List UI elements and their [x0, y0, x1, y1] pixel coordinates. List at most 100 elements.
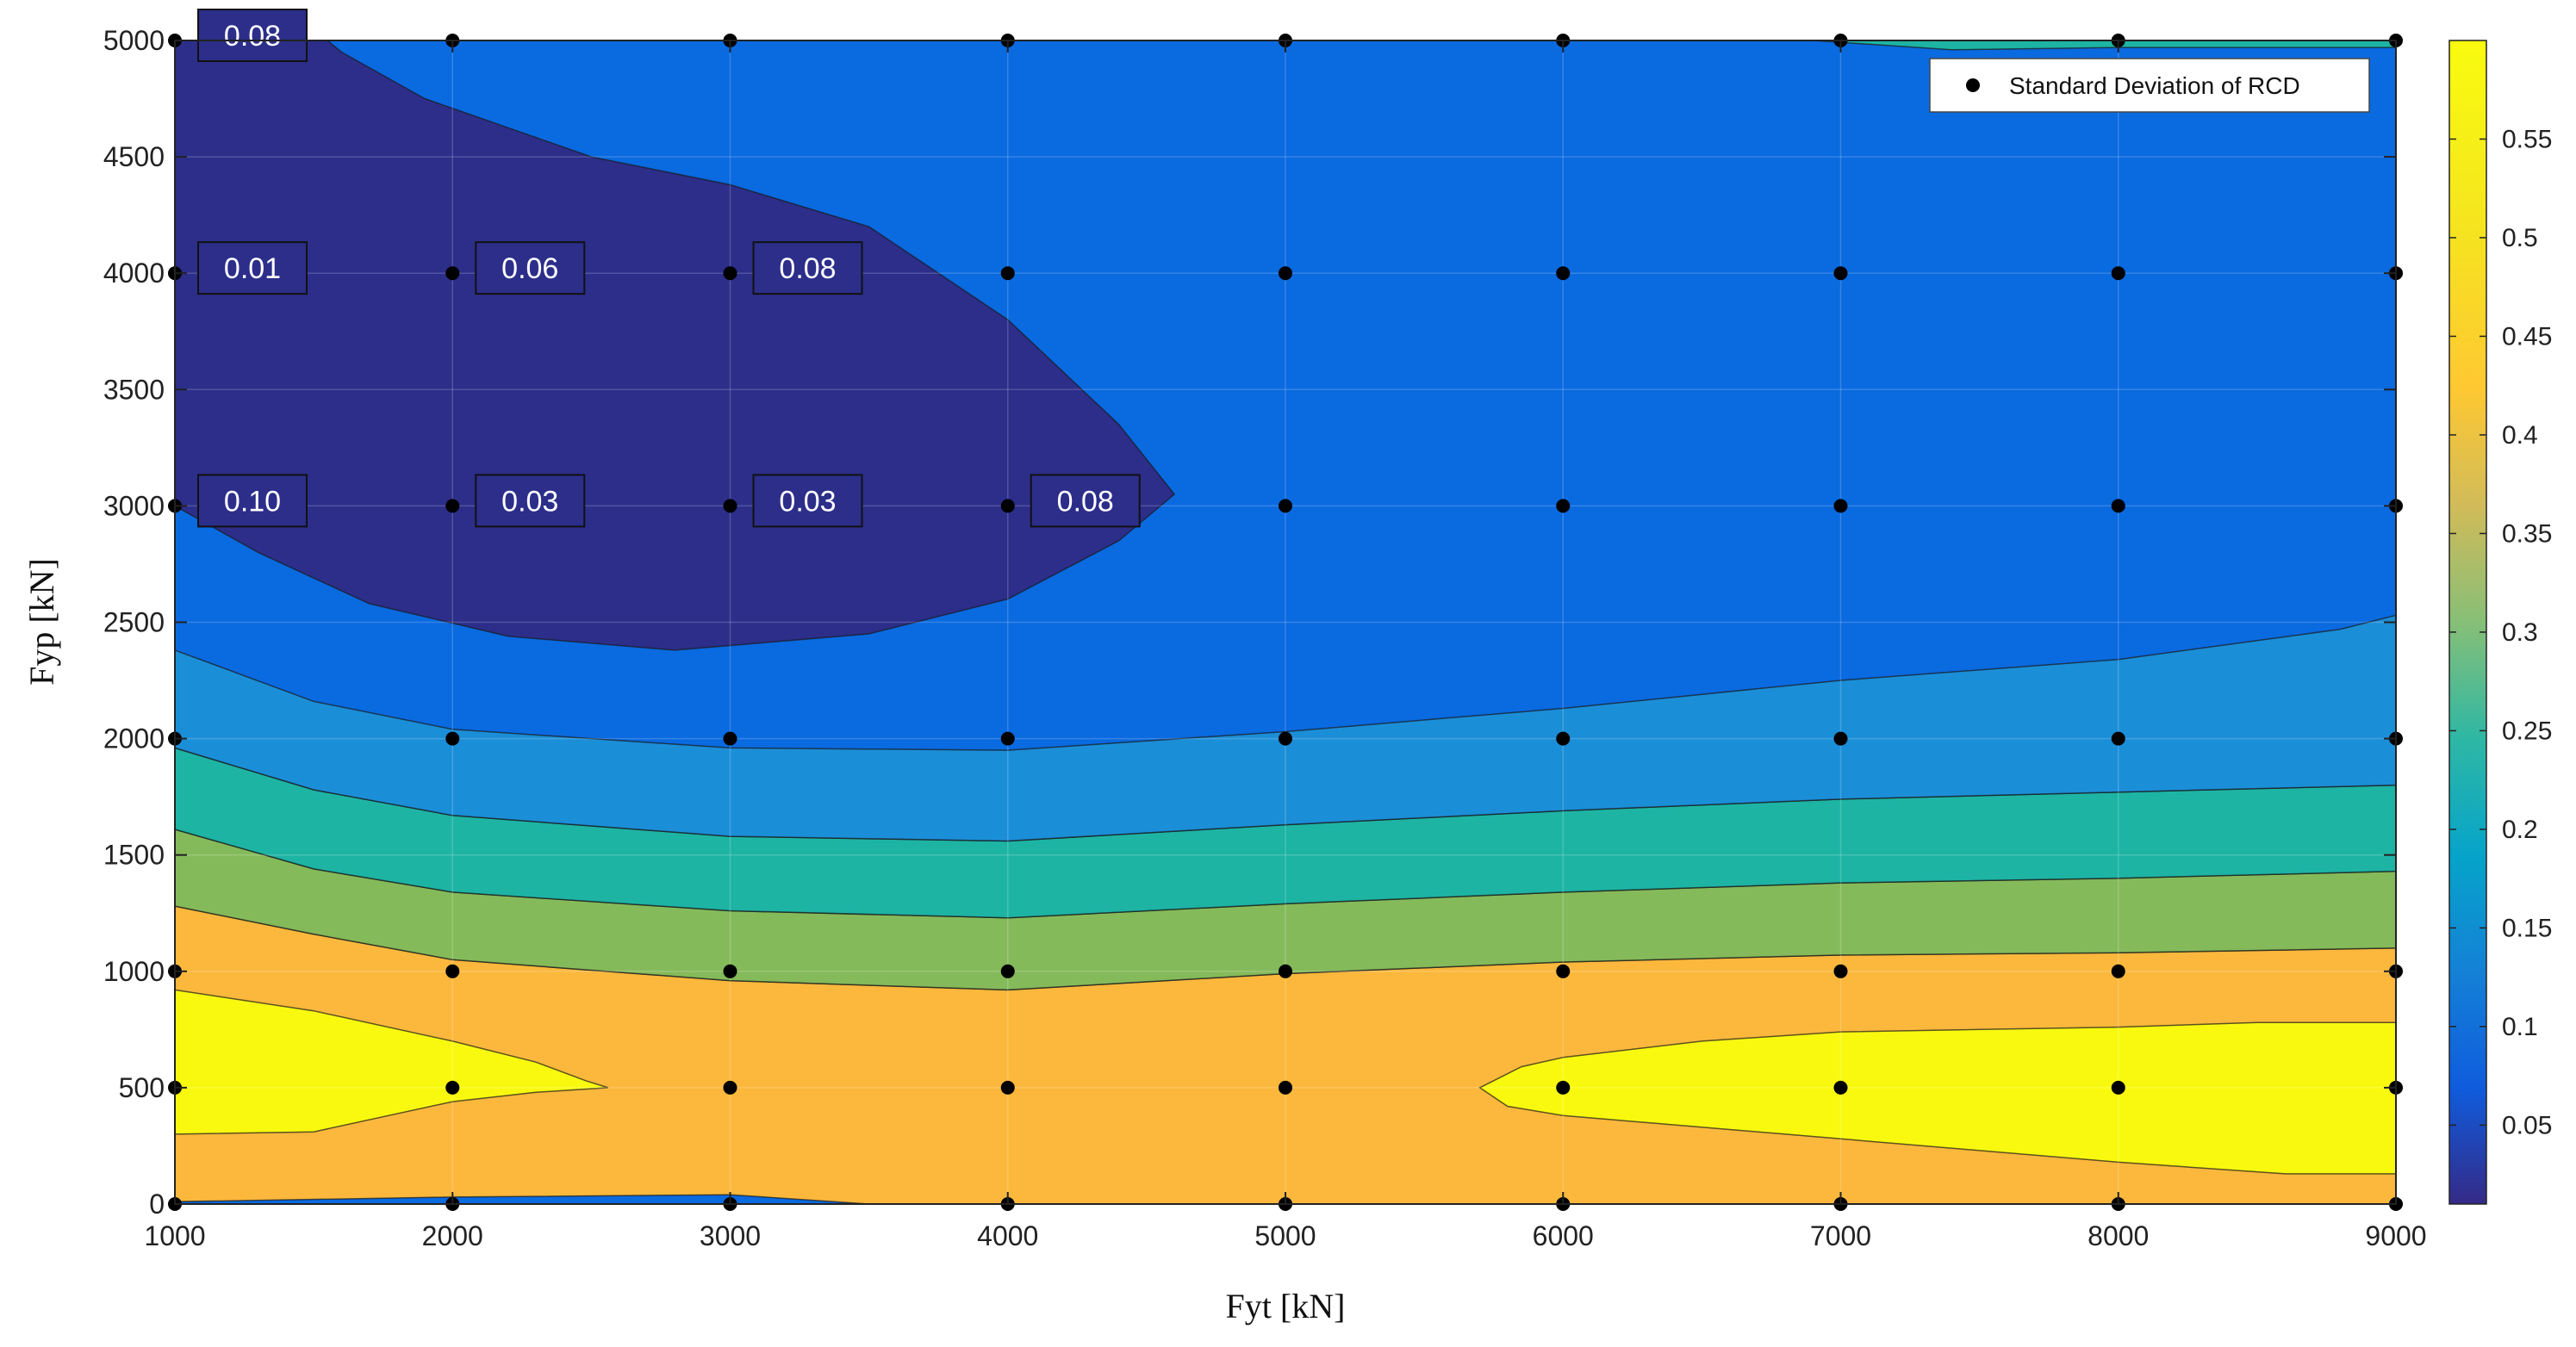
data-point	[445, 1080, 460, 1095]
annotation-box	[1030, 474, 1141, 528]
data-point	[2111, 1080, 2125, 1095]
annotation-0: 0.08	[197, 9, 308, 62]
contour-regions	[174, 40, 2397, 1175]
y-tick-label-1: 500	[119, 1072, 165, 1103]
data-point	[445, 964, 460, 978]
colorbar-tick-label-10: 0.55	[2502, 125, 2552, 153]
data-point	[1833, 499, 1848, 513]
data-point	[1556, 499, 1571, 513]
data-point	[1000, 731, 1015, 746]
y-tick-label-10: 5000	[103, 25, 165, 56]
data-point	[1833, 731, 1848, 746]
annotation-label: 0.01	[224, 252, 281, 285]
data-point	[1833, 964, 1848, 978]
data-point	[1279, 731, 1292, 746]
x-tick-label-1: 2000	[422, 1220, 483, 1251]
data-point	[1000, 964, 1015, 978]
y-tick-label-6: 3000	[103, 490, 165, 521]
data-point	[1279, 266, 1292, 281]
annotation-label: 0.08	[779, 252, 836, 285]
colorbar-tick-label-8: 0.45	[2502, 322, 2552, 351]
data-point	[1556, 266, 1571, 281]
x-tick-label-8: 9000	[2365, 1220, 2426, 1251]
annotation-label: 0.06	[501, 252, 558, 285]
annotation-4: 0.10	[197, 474, 308, 528]
y-tick-label-8: 4000	[103, 258, 165, 289]
data-point	[723, 964, 737, 978]
x-tick-label-3: 4000	[977, 1220, 1038, 1251]
x-tick-label-0: 1000	[144, 1220, 205, 1251]
annotation-box	[475, 241, 586, 295]
annotation-label: 0.03	[501, 485, 558, 518]
colorbar-tick-label-4: 0.25	[2502, 717, 2552, 745]
data-point	[1556, 731, 1571, 746]
data-point	[2111, 964, 2125, 978]
annotation-box	[475, 474, 586, 528]
data-point	[1556, 1080, 1571, 1095]
contour-region-0	[174, 989, 608, 1135]
colorbar-tick-label-9: 0.5	[2502, 224, 2538, 252]
data-point	[445, 499, 460, 513]
annotation-box	[197, 474, 308, 528]
data-point	[2111, 499, 2125, 513]
colorbar-tick-label-5: 0.3	[2502, 618, 2538, 647]
data-point	[2111, 731, 2125, 746]
annotation-6: 0.03	[752, 474, 863, 528]
data-point	[723, 499, 737, 513]
colorbar-ticks: 0.05 0.1 0.15 0.2 0.25 0.3 0.35 0.4 0.45 0.5 0.55	[2449, 125, 2552, 1139]
colorbar-tick-label-2: 0.15	[2502, 914, 2552, 942]
y-tick-label-4: 2000	[103, 723, 165, 754]
y-axis-label: Fyp [kN]	[22, 558, 61, 686]
x-tick-label-5: 6000	[1533, 1220, 1594, 1251]
x-tick-label-2: 3000	[700, 1220, 761, 1251]
x-tick-label-6: 7000	[1810, 1220, 1871, 1251]
legend: Standard Deviation of RCD	[1929, 58, 2370, 113]
y-tick-label-9: 4500	[103, 141, 165, 172]
legend-marker	[1966, 78, 1980, 92]
data-point	[1833, 266, 1848, 281]
colorbar-tick-label-3: 0.2	[2502, 816, 2538, 844]
annotation-box	[197, 9, 308, 62]
data-point	[723, 1080, 737, 1095]
data-point	[1000, 266, 1015, 281]
y-tick-label-2: 1000	[103, 956, 165, 987]
data-point	[1279, 499, 1292, 513]
data-point	[1000, 499, 1015, 513]
annotation-label: 0.08	[1057, 485, 1114, 518]
y-tick-label-0: 0	[149, 1189, 165, 1220]
y-tick-label-3: 1500	[103, 840, 165, 871]
data-point	[1556, 964, 1571, 978]
annotation-5: 0.03	[475, 474, 586, 528]
data-point	[1833, 1080, 1848, 1095]
y-tick-label-7: 3500	[103, 374, 165, 405]
data-point	[1279, 964, 1292, 978]
annotation-box	[197, 241, 308, 295]
x-axis-ticks: 1000 2000 3000 4000 5000 6000 7000 8000 9000	[144, 40, 2427, 1251]
colorbar-tick-label-6: 0.35	[2502, 519, 2552, 548]
legend-entry: Standard Deviation of RCD	[2009, 72, 2300, 99]
data-point	[445, 731, 460, 746]
data-point	[445, 266, 460, 281]
annotation-2: 0.06	[475, 241, 586, 295]
data-points	[168, 34, 2403, 1211]
colorbar-tick-label-0: 0.05	[2502, 1111, 2552, 1139]
data-point	[1000, 1080, 1015, 1095]
annotation-label: 0.03	[779, 485, 836, 518]
annotation-label: 0.08	[224, 20, 281, 53]
annotation-3: 0.08	[752, 241, 863, 295]
annotations: 0.08 0.01 0.06 0.08 0.10 0.03 0.03 0.08	[197, 9, 1141, 528]
data-point	[1279, 1080, 1292, 1095]
x-tick-label-4: 5000	[1254, 1220, 1316, 1251]
y-tick-label-5: 2500	[103, 607, 165, 638]
colorbar-tick-label-1: 0.1	[2502, 1013, 2538, 1041]
annotation-1: 0.01	[197, 241, 308, 295]
contour-region-2	[174, 40, 1176, 651]
data-point	[723, 266, 737, 281]
y-axis-ticks: 0 500 1000 1500 2000 2500 3000 3500 4000 4500 5000	[103, 25, 2396, 1220]
colorbar-tick-label-7: 0.4	[2502, 421, 2538, 450]
x-tick-label-7: 8000	[2088, 1220, 2149, 1251]
colorbar	[2448, 40, 2487, 1205]
x-axis-label: Fyt [kN]	[1226, 1287, 1346, 1325]
annotation-7: 0.08	[1030, 474, 1141, 528]
